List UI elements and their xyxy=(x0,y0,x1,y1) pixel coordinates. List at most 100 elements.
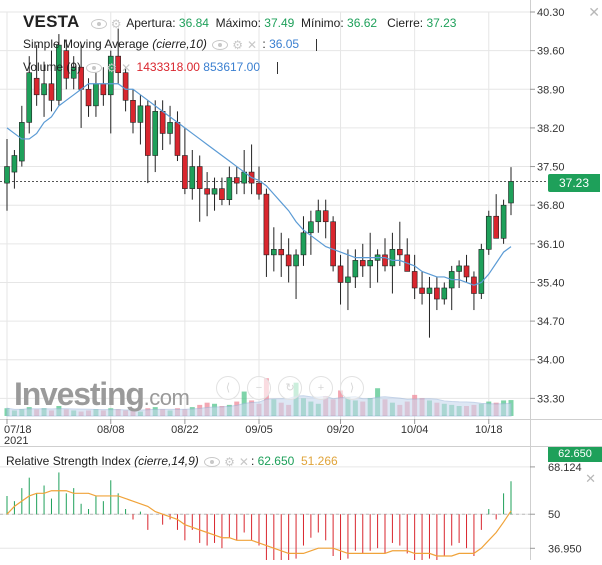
candle-body xyxy=(152,111,159,156)
candle-body xyxy=(263,193,270,256)
nav-first-icon[interactable]: ⟨ xyxy=(216,376,240,400)
candle-body xyxy=(63,50,70,79)
logo-suffix: .com xyxy=(143,385,190,410)
low-label: Mínimo: xyxy=(301,16,344,30)
volume-label: Volume (9) xyxy=(23,60,82,74)
candle-body xyxy=(211,188,218,195)
candle-body xyxy=(278,249,285,256)
candle-body xyxy=(93,83,99,107)
time-axis: 07/18 08/08 08/22 09/05 09/20 10/04 10/18 2021 xyxy=(4,419,503,447)
volume-ma-area xyxy=(6,395,512,417)
reset-icon[interactable]: ↻ xyxy=(278,376,302,400)
candle-body xyxy=(196,166,203,189)
candle-body xyxy=(485,215,492,250)
close-icon[interactable]: ✕ xyxy=(588,4,600,20)
candle-body xyxy=(100,83,107,96)
candle-body xyxy=(107,55,114,96)
close-icon[interactable]: ✕ xyxy=(585,471,596,486)
rsi-value-tag: 62.650 xyxy=(548,447,602,462)
sma-label: Simple Moving Average xyxy=(23,37,149,51)
high-value: 37.49 xyxy=(264,16,295,30)
close-icon[interactable]: ✕ xyxy=(247,37,258,52)
candle-body xyxy=(300,232,307,256)
rsi-params: (cierre,14,9) xyxy=(134,454,199,468)
close-icon[interactable]: ✕ xyxy=(121,60,132,75)
time-tick-label: 07/18 xyxy=(4,424,32,436)
candle-body xyxy=(426,287,433,294)
time-tick-label: 10/18 xyxy=(475,424,503,436)
sma-value: 36.05 xyxy=(269,37,300,51)
gear-icon[interactable]: ⚙ xyxy=(232,37,243,52)
candle-body xyxy=(359,260,366,267)
candle-body xyxy=(463,265,470,278)
candle-body xyxy=(493,215,499,239)
eye-icon[interactable] xyxy=(86,62,103,73)
gear-icon[interactable]: ⚙ xyxy=(224,454,235,469)
last-price-tag: 37.23 xyxy=(548,174,600,192)
close-value: 37.23 xyxy=(426,16,457,30)
candle-body xyxy=(56,44,62,101)
candle-body xyxy=(11,155,18,173)
time-tick-label: 09/20 xyxy=(327,424,355,436)
candle-body xyxy=(122,72,129,101)
candle-body xyxy=(478,249,485,294)
candle-body xyxy=(315,210,322,223)
open-value: 36.84 xyxy=(178,16,209,30)
volume-ma-value: 853617.00 xyxy=(203,60,261,74)
price-tick-label: 39.60 xyxy=(537,46,565,58)
price-tick-label: 40.30 xyxy=(537,7,565,19)
sma-legend: Simple Moving Average (cierre,10) ⚙ ✕ : 3… xyxy=(23,37,318,52)
time-tick-label: 10/04 xyxy=(401,424,429,436)
zoom-out-icon[interactable]: − xyxy=(247,376,271,400)
candle-body xyxy=(308,221,314,234)
sma-line xyxy=(6,83,512,286)
rsi-tick-label: 36.950 xyxy=(548,543,582,555)
candle-body xyxy=(322,210,329,223)
price-tick-label: 34.70 xyxy=(537,316,565,328)
low-value: 36.62 xyxy=(347,16,378,30)
price-axis: 40.30 39.60 38.90 38.20 37.50 36.80 36.10 35.40… xyxy=(530,7,565,405)
rsi-tick-label: 68.124 xyxy=(548,462,582,474)
candle-body xyxy=(397,249,403,256)
sma-params: (cierre,10) xyxy=(152,37,207,51)
candle-body xyxy=(41,83,47,96)
time-tick-label: 09/05 xyxy=(245,424,273,436)
price-tick-label: 33.30 xyxy=(537,393,565,405)
high-label: Máximo: xyxy=(215,16,261,30)
candle-body xyxy=(285,254,292,267)
candle-body xyxy=(233,177,240,184)
time-tick-label: 08/08 xyxy=(97,424,125,436)
eye-icon[interactable] xyxy=(212,39,229,50)
close-icon[interactable]: ✕ xyxy=(238,454,249,469)
eye-icon[interactable] xyxy=(204,456,221,467)
candle-body xyxy=(456,265,462,272)
price-tick-label: 38.90 xyxy=(537,84,565,96)
candle-body xyxy=(204,188,210,195)
price-tick-label: 37.50 xyxy=(537,162,565,174)
zoom-in-icon[interactable]: + xyxy=(309,376,333,400)
close-label: Cierre: xyxy=(387,16,424,30)
price-tick-label: 34.00 xyxy=(537,355,565,367)
candle-body xyxy=(441,287,448,300)
candle-body xyxy=(352,260,359,278)
candle-body xyxy=(345,276,351,283)
nav-last-icon[interactable]: ⟩ xyxy=(340,376,364,400)
candle-body xyxy=(256,182,262,195)
rsi-value: 62.650 xyxy=(257,454,295,468)
candle-body xyxy=(19,122,25,162)
investing-logo: Investing.com xyxy=(14,376,190,413)
gear-icon[interactable]: ⚙ xyxy=(106,60,118,75)
candle-body xyxy=(167,122,173,134)
separator xyxy=(277,61,279,74)
separator xyxy=(316,38,318,51)
volume-value: 1433318.00 xyxy=(136,60,200,74)
time-tick-sublabel: 2021 xyxy=(4,435,28,447)
candle-body xyxy=(189,166,196,189)
gear-icon[interactable]: ⚙ xyxy=(110,16,122,31)
candle-body xyxy=(137,105,144,123)
candle-body xyxy=(389,249,396,267)
volume-legend: Volume (9) ⚙ ✕ 1433318.00 853617.00 xyxy=(23,60,279,75)
eye-icon[interactable] xyxy=(90,18,107,29)
